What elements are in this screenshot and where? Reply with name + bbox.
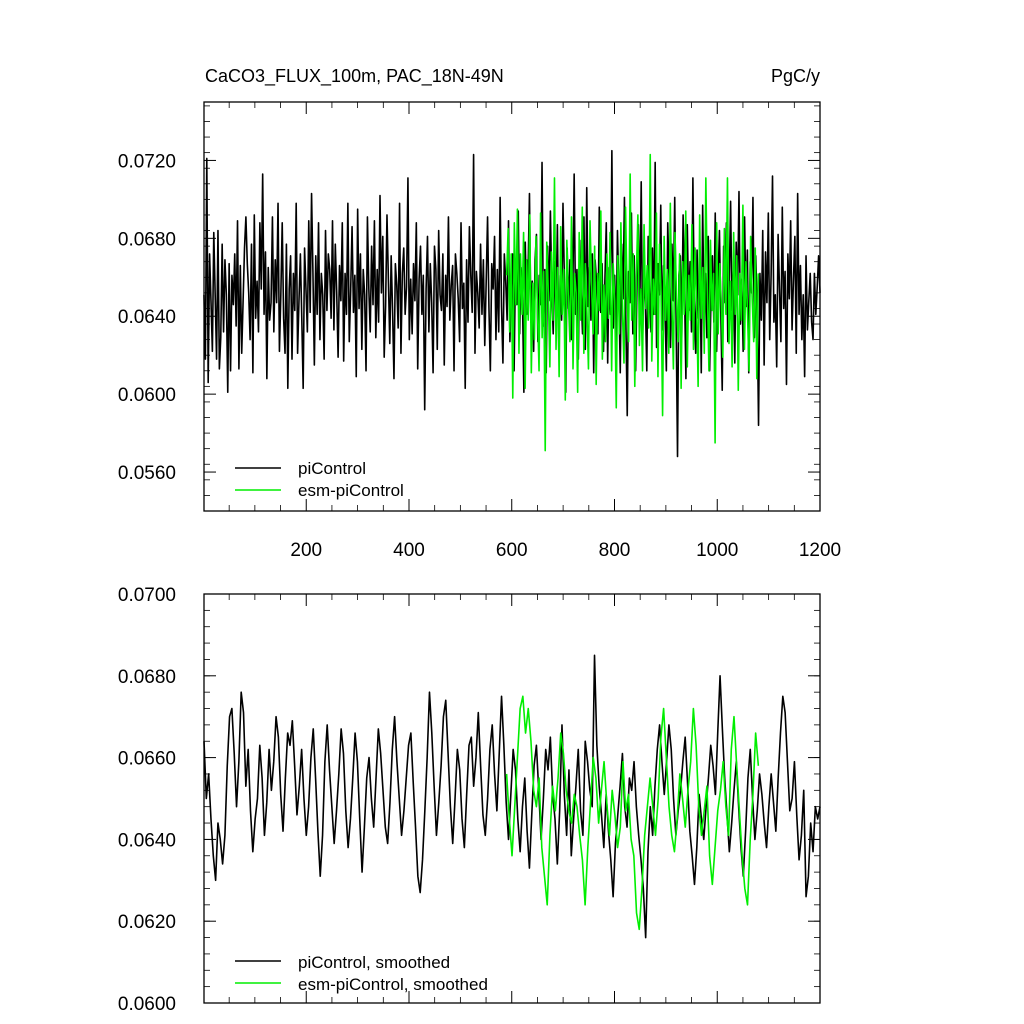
units-label: PgC/y: [771, 66, 820, 86]
bottom-y-tick-label: 0.0620: [118, 912, 176, 933]
top-x-tick-label: 200: [290, 540, 322, 561]
bottom-series-picontrol-smoothed: [203, 654, 821, 939]
top-y-tick-label: 0.0680: [118, 229, 176, 250]
legend-label-esm-picontrol-smoothed: esm-piControl, smoothed: [298, 975, 488, 994]
top-y-tick-label: 0.0560: [118, 463, 176, 484]
bottom-y-tick-label: 0.0600: [118, 994, 176, 1015]
bottom-y-tick-label: 0.0660: [118, 749, 176, 770]
bottom-legend: piControl, smoothed esm-piControl, smoot…: [235, 953, 488, 994]
top-x-tick-label: 800: [599, 540, 631, 561]
top-x-tick-label: 1200: [799, 540, 841, 561]
top-legend: piControl esm-piControl: [235, 459, 404, 500]
legend-label-esm-picontrol: esm-piControl: [298, 481, 404, 500]
bottom-y-tick-label: 0.0700: [118, 585, 176, 606]
top-y-tick-label: 0.0600: [118, 385, 176, 406]
bottom-series-esm-picontrol-smoothed: [505, 695, 760, 931]
legend-label-picontrol-smoothed: piControl, smoothed: [298, 953, 450, 972]
chart-title: CaCO3_FLUX_100m, PAC_18N-49N: [205, 66, 504, 87]
bottom-plot-frame: [203, 593, 821, 1004]
top-plot-frame: [203, 101, 821, 512]
top-series-esm-picontrol: [505, 153, 760, 452]
bottom-y-tick-label: 0.0640: [118, 830, 176, 851]
top-x-tick-label: 400: [393, 540, 425, 561]
top-x-tick-label: 1000: [696, 540, 738, 561]
top-panel: 0.0560 0.0600 0.0640 0.0680 0.0720 200 400 600…: [118, 101, 841, 561]
bottom-y-tick-label: 0.0680: [118, 667, 176, 688]
top-y-tick-label: 0.0640: [118, 307, 176, 328]
legend-label-picontrol: piControl: [298, 459, 366, 478]
top-x-tick-label: 600: [496, 540, 528, 561]
top-y-tick-label: 0.0720: [118, 151, 176, 172]
bottom-panel: 0.0600 0.0620 0.0640 0.0660 0.0680 0.0700 piC…: [118, 585, 821, 1015]
